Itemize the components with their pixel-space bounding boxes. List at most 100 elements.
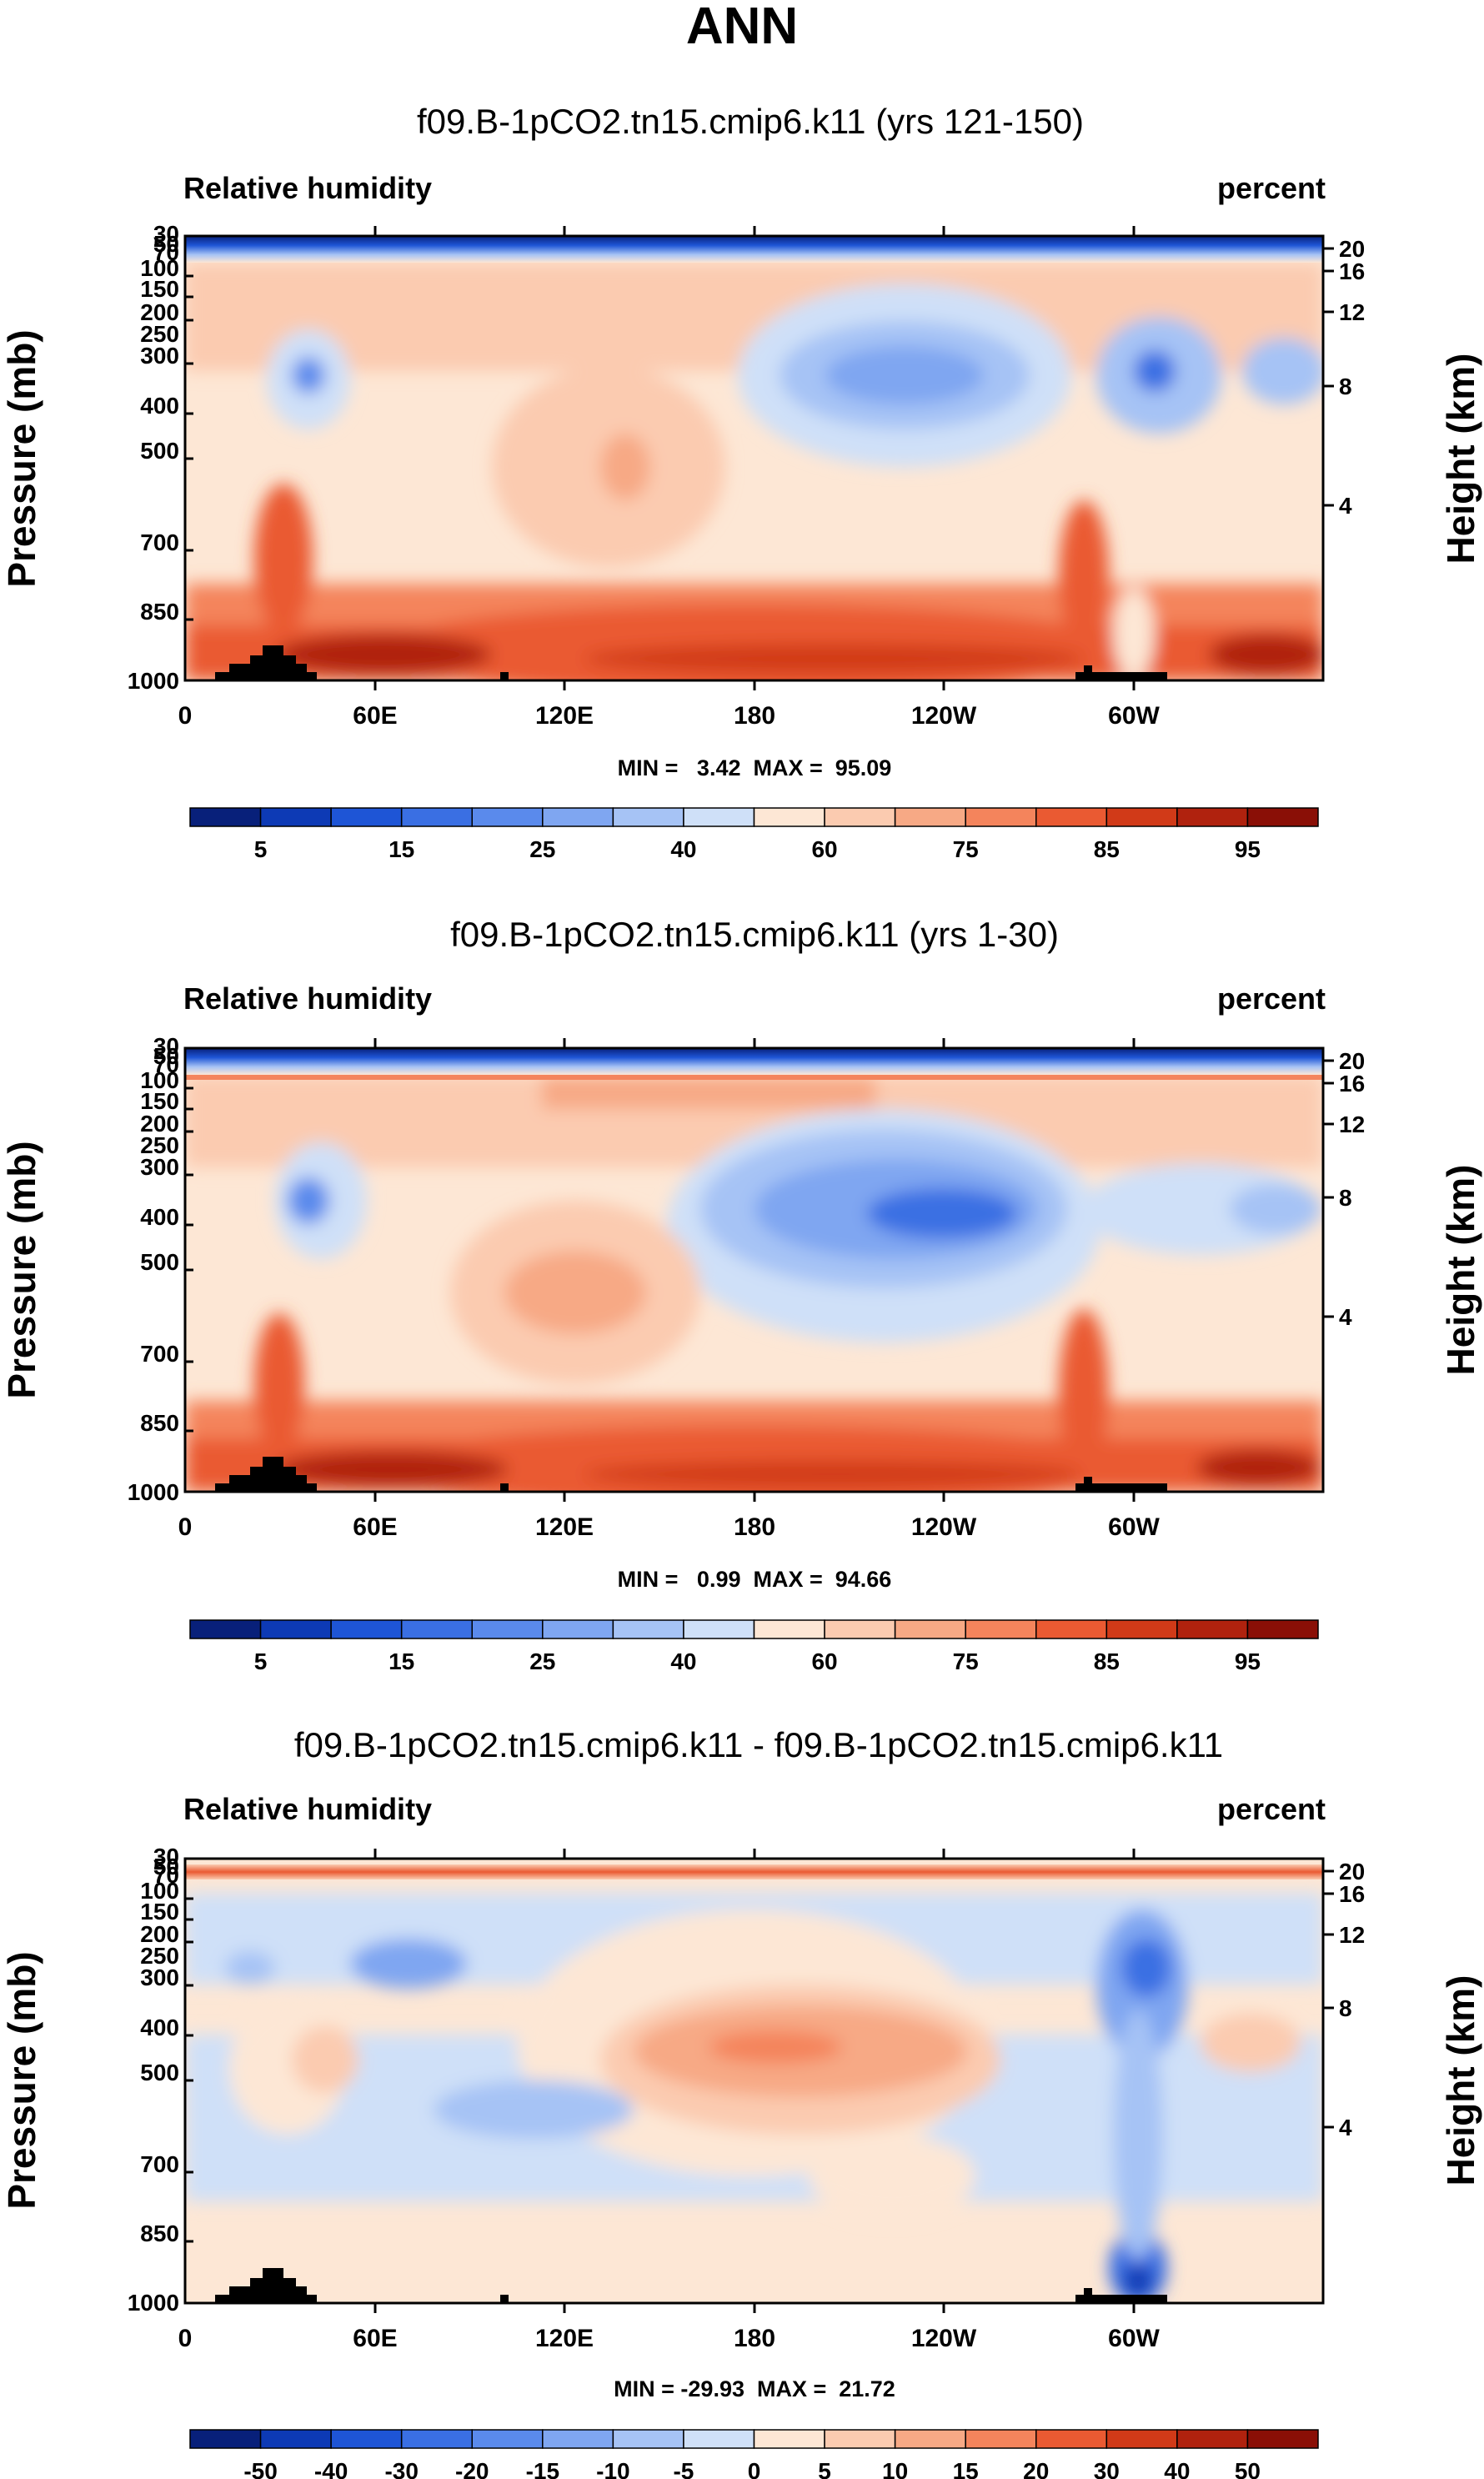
colorbar-swatch	[189, 1619, 262, 1639]
panel-1-right-label: percent	[1217, 171, 1326, 205]
panel-1-ptick-850: 850	[140, 599, 179, 625]
colorbar-swatch	[824, 807, 896, 827]
colorbar-swatch	[330, 1619, 403, 1639]
panel-2-plot-area	[183, 1046, 1325, 1493]
panel-3-ptick-100: 100	[140, 1878, 179, 1904]
panel-3-htick-12: 12	[1339, 1922, 1365, 1948]
colorbar-label: 15	[389, 1648, 414, 1674]
panel-1-colorbar: 5 15 25 40 60 75 85 95	[189, 807, 1319, 862]
panel-3: f09.B-1pCO2.tn15.cmip6.k11 - f09.B-1pCO2…	[0, 1725, 1482, 2479]
colorbar-label: 20	[1023, 2458, 1049, 2479]
panel-2-ptick-70: 70	[153, 1051, 179, 1077]
colorbar-swatch	[1035, 2429, 1108, 2449]
panel-1-htick-4: 4	[1339, 493, 1352, 519]
panel-3-ptick-50: 50	[153, 1854, 179, 1879]
colorbar-swatch	[894, 2429, 966, 2449]
panel-1-ptick-300: 300	[140, 343, 179, 369]
colorbar-swatch	[894, 807, 966, 827]
panel-2-ptick-150: 150	[140, 1088, 179, 1114]
colorbar-label: -50	[243, 2458, 277, 2479]
panel-2-left-label: Relative humidity	[183, 981, 432, 1016]
colorbar-swatch	[1246, 807, 1319, 827]
panel-1-left-label: Relative humidity	[183, 171, 432, 205]
panel-2-xtick-60E: 60E	[353, 1513, 397, 1541]
colorbar-swatch	[400, 1619, 473, 1639]
panel-2-x-tick-marks	[374, 1038, 1136, 1502]
panel-1-xtick-120W: 120W	[911, 702, 977, 730]
colorbar-swatch	[259, 2429, 332, 2449]
colorbar-swatch	[1105, 1619, 1178, 1639]
colorbar-swatch	[1105, 807, 1178, 827]
panel-3-title: f09.B-1pCO2.tn15.cmip6.k11 - f09.B-1pCO2…	[294, 1725, 1223, 1764]
panel-3-stats: MIN = -29.93 MAX = 21.72	[614, 2376, 895, 2401]
panel-1-ptick-200: 200	[140, 299, 179, 325]
panel-2-ptick-400: 400	[140, 1204, 179, 1230]
panel-1-y-ticks: 30 50 70 100 150 200 250 300 400 500 700…	[128, 221, 179, 694]
panel-3-xtick-60E: 60E	[353, 2325, 397, 2352]
panel-1-ptick-30: 30	[153, 221, 179, 247]
colorbar-swatch	[824, 2429, 896, 2449]
colorbar-label: 30	[1094, 2458, 1120, 2479]
panel-3-ylabel-right: Height (km)	[1439, 1975, 1482, 2186]
panel-3-ptick-150: 150	[140, 1899, 179, 1924]
panel-1-topography	[215, 645, 1167, 680]
panel-2-x-ticks: 0 60E 120E 180 120W 60W	[178, 1513, 1161, 1541]
colorbar-swatch	[612, 2429, 684, 2449]
colorbar-label: 85	[1094, 836, 1120, 862]
panel-3-right-label: percent	[1217, 1792, 1326, 1826]
panel-1-x-tick-marks	[374, 226, 1136, 690]
colorbar-label: 60	[811, 836, 837, 862]
colorbar-label: 40	[670, 836, 696, 862]
colorbar-label: 85	[1094, 1648, 1120, 1674]
colorbar-swatch	[330, 2429, 403, 2449]
colorbar-label: 40	[670, 1648, 696, 1674]
colorbar-swatch	[542, 1619, 614, 1639]
panel-2-xtick-0: 0	[178, 1513, 193, 1541]
colorbar-swatch	[753, 2429, 825, 2449]
panel-2-ptick-850: 850	[140, 1410, 179, 1436]
colorbar-label: -40	[314, 2458, 348, 2479]
panel-1: f09.B-1pCO2.tn15.cmip6.k11 (yrs 121-150)…	[0, 102, 1482, 862]
colorbar-label: -5	[673, 2458, 694, 2479]
panel-2-xtick-120W: 120W	[911, 1513, 977, 1541]
panel-3-ptick-200: 200	[140, 1921, 179, 1947]
colorbar-swatch	[471, 1619, 544, 1639]
panel-2-ptick-300: 300	[140, 1154, 179, 1180]
panel-3-xtick-180: 180	[734, 2325, 775, 2352]
colorbar-swatch	[612, 807, 684, 827]
panel-3-plot-area	[183, 1857, 1325, 2305]
panel-1-plot-area	[183, 234, 1325, 682]
colorbar-swatch	[1176, 1619, 1249, 1639]
panel-1-ylabel: Pressure (mb)	[0, 329, 43, 587]
colorbar-label: 5	[818, 2458, 831, 2479]
panel-1-stats: MIN = 3.42 MAX = 95.09	[618, 755, 892, 780]
panel-3-ptick-300: 300	[140, 1965, 179, 1990]
panel-3-colorbar: -50 -40 -30 -20 -15 -10 -5 0 5 10 15 20 30 40 50	[189, 2429, 1319, 2479]
panel-3-ptick-250: 250	[140, 1943, 179, 1969]
colorbar-label: 40	[1164, 2458, 1190, 2479]
colorbar-swatch	[1035, 1619, 1108, 1639]
panel-3-ptick-850: 850	[140, 2221, 179, 2246]
panel-2-stats: MIN = 0.99 MAX = 94.66	[618, 1567, 892, 1592]
panel-3-topography	[215, 2268, 1167, 2303]
figure-title: ANN	[686, 0, 798, 55]
panel-3-ptick-400: 400	[140, 2015, 179, 2040]
colorbar-swatch	[1246, 2429, 1319, 2449]
colorbar-swatch	[1176, 807, 1249, 827]
panel-2-ptick-30: 30	[153, 1033, 179, 1059]
panel-2-title: f09.B-1pCO2.tn15.cmip6.k11 (yrs 1-30)	[450, 915, 1059, 954]
colorbar-label: 25	[529, 1648, 555, 1674]
panel-1-htick-20: 20	[1339, 236, 1365, 262]
colorbar-label: 10	[882, 2458, 908, 2479]
panel-3-ptick-70: 70	[153, 1862, 179, 1888]
colorbar-swatch	[471, 2429, 544, 2449]
panel-2-topography	[215, 1457, 1167, 1492]
panel-2-colorbar: 5 15 25 40 60 75 85 95	[189, 1619, 1319, 1674]
panel-2-y-ticks: 30 50 70 100 150 200 250 300 400 500 700…	[128, 1033, 179, 1505]
panel-1-htick-12: 12	[1339, 299, 1365, 325]
panel-3-ptick-500: 500	[140, 2060, 179, 2085]
panel-2-ylabel: Pressure (mb)	[0, 1141, 43, 1398]
panel-3-height-ticks: 20 16 12 8 4	[1339, 1859, 1365, 2140]
panel-1-xtick-0: 0	[178, 702, 193, 730]
panel-1-htick-8: 8	[1339, 374, 1352, 399]
